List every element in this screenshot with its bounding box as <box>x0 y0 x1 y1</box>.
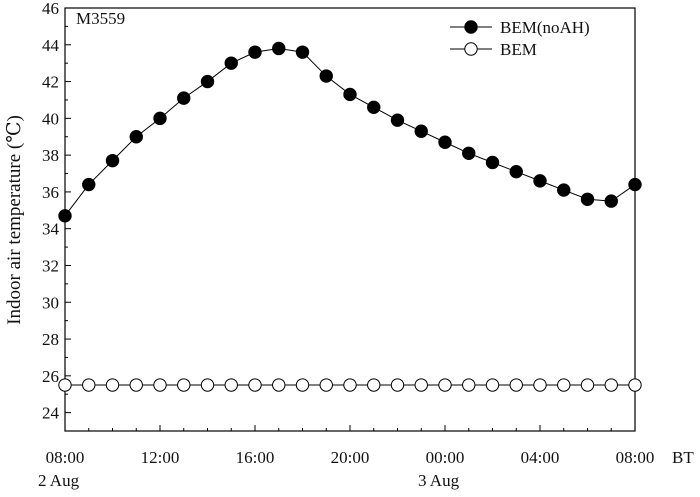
x-axis: 08:00 2 Aug 12:00 16:00 20:00 00:00 3 Aug 04:00… <box>38 425 654 490</box>
x-tick-label: 16:00 <box>236 448 275 467</box>
x-date-label: 2 Aug <box>38 471 80 490</box>
y-tick-label: 40 <box>42 109 59 128</box>
data-point <box>82 378 96 392</box>
data-point <box>628 378 642 392</box>
data-point <box>129 130 143 144</box>
data-point <box>177 91 191 105</box>
y-tick-label: 34 <box>42 220 60 239</box>
data-point <box>248 378 262 392</box>
legend-item: BEM(noAH) <box>450 18 590 37</box>
data-point <box>414 124 428 138</box>
data-point <box>153 111 167 126</box>
data-point <box>485 155 500 170</box>
y-tick-label: 44 <box>42 36 60 55</box>
y-tick-label: 24 <box>42 404 60 423</box>
data-point <box>272 378 286 392</box>
legend-marker <box>464 42 478 56</box>
data-point <box>580 378 595 392</box>
data-point <box>343 378 357 392</box>
x-tick-label: 12:00 <box>141 448 180 467</box>
data-point <box>580 192 595 206</box>
y-tick-label: 28 <box>42 330 59 349</box>
x-tick-label: 04:00 <box>521 448 560 467</box>
data-point <box>438 378 452 392</box>
data-point <box>177 378 191 392</box>
data-point <box>367 378 381 392</box>
data-point <box>462 378 476 392</box>
data-point <box>319 378 333 392</box>
y-axis-title: Indoor air temperature (℃) <box>4 115 25 325</box>
data-point <box>557 378 571 392</box>
x-tick-label: 00:00 <box>426 448 465 467</box>
data-point <box>414 378 428 392</box>
data-point <box>224 378 238 392</box>
data-point <box>533 174 547 188</box>
data-point <box>295 378 310 392</box>
x-axis-unit-label: BT <box>672 448 694 467</box>
y-tick-label: 26 <box>42 367 59 386</box>
y-tick-label: 30 <box>42 293 59 312</box>
y-tick-label: 46 <box>42 0 59 18</box>
data-point <box>105 153 120 168</box>
data-point <box>485 378 500 392</box>
legend: BEM(noAH) BEM <box>450 18 590 59</box>
data-point <box>557 183 571 197</box>
plot-frame <box>64 7 636 432</box>
y-tick-label: 42 <box>42 73 59 92</box>
data-point <box>82 177 96 192</box>
data-point <box>129 378 143 392</box>
data-point <box>509 164 523 179</box>
data-point <box>295 45 310 59</box>
data-point <box>533 378 547 392</box>
data-point <box>272 41 286 56</box>
series-line <box>64 47 636 217</box>
data-point <box>200 378 215 392</box>
data-point <box>628 177 642 192</box>
x-date-label: 3 Aug <box>418 471 460 490</box>
x-tick-label: 08:00 <box>616 448 655 467</box>
data-point <box>200 74 215 89</box>
data-point <box>604 378 618 392</box>
y-tick-label: 32 <box>42 256 59 275</box>
legend-label: BEM <box>500 40 537 59</box>
data-point <box>343 87 357 102</box>
data-point <box>509 378 523 392</box>
data-point <box>462 146 476 160</box>
data-point <box>58 378 72 392</box>
data-point <box>367 100 381 115</box>
data-point <box>105 378 120 392</box>
data-point <box>224 56 238 70</box>
x-tick-label: 08:00 <box>46 448 85 467</box>
data-point <box>390 378 405 392</box>
series-1 <box>58 378 642 392</box>
data-point <box>153 378 167 392</box>
y-axis: 24 26 28 30 32 34 36 38 40 42 44 46 <box>42 0 71 432</box>
series-0 <box>58 41 642 223</box>
data-point <box>438 135 452 149</box>
data-point <box>390 113 405 127</box>
data-point <box>248 45 262 59</box>
y-tick-label: 38 <box>42 146 59 165</box>
x-tick-label: 20:00 <box>331 448 370 467</box>
legend-marker <box>464 20 478 34</box>
y-tick-label: 36 <box>42 183 59 202</box>
legend-label: BEM(noAH) <box>500 18 590 37</box>
legend-item: BEM <box>450 40 537 59</box>
panel-label: M3559 <box>76 9 125 28</box>
data-point <box>58 209 72 223</box>
data-point <box>604 194 618 208</box>
series-layer <box>58 41 642 392</box>
data-point <box>319 69 333 83</box>
